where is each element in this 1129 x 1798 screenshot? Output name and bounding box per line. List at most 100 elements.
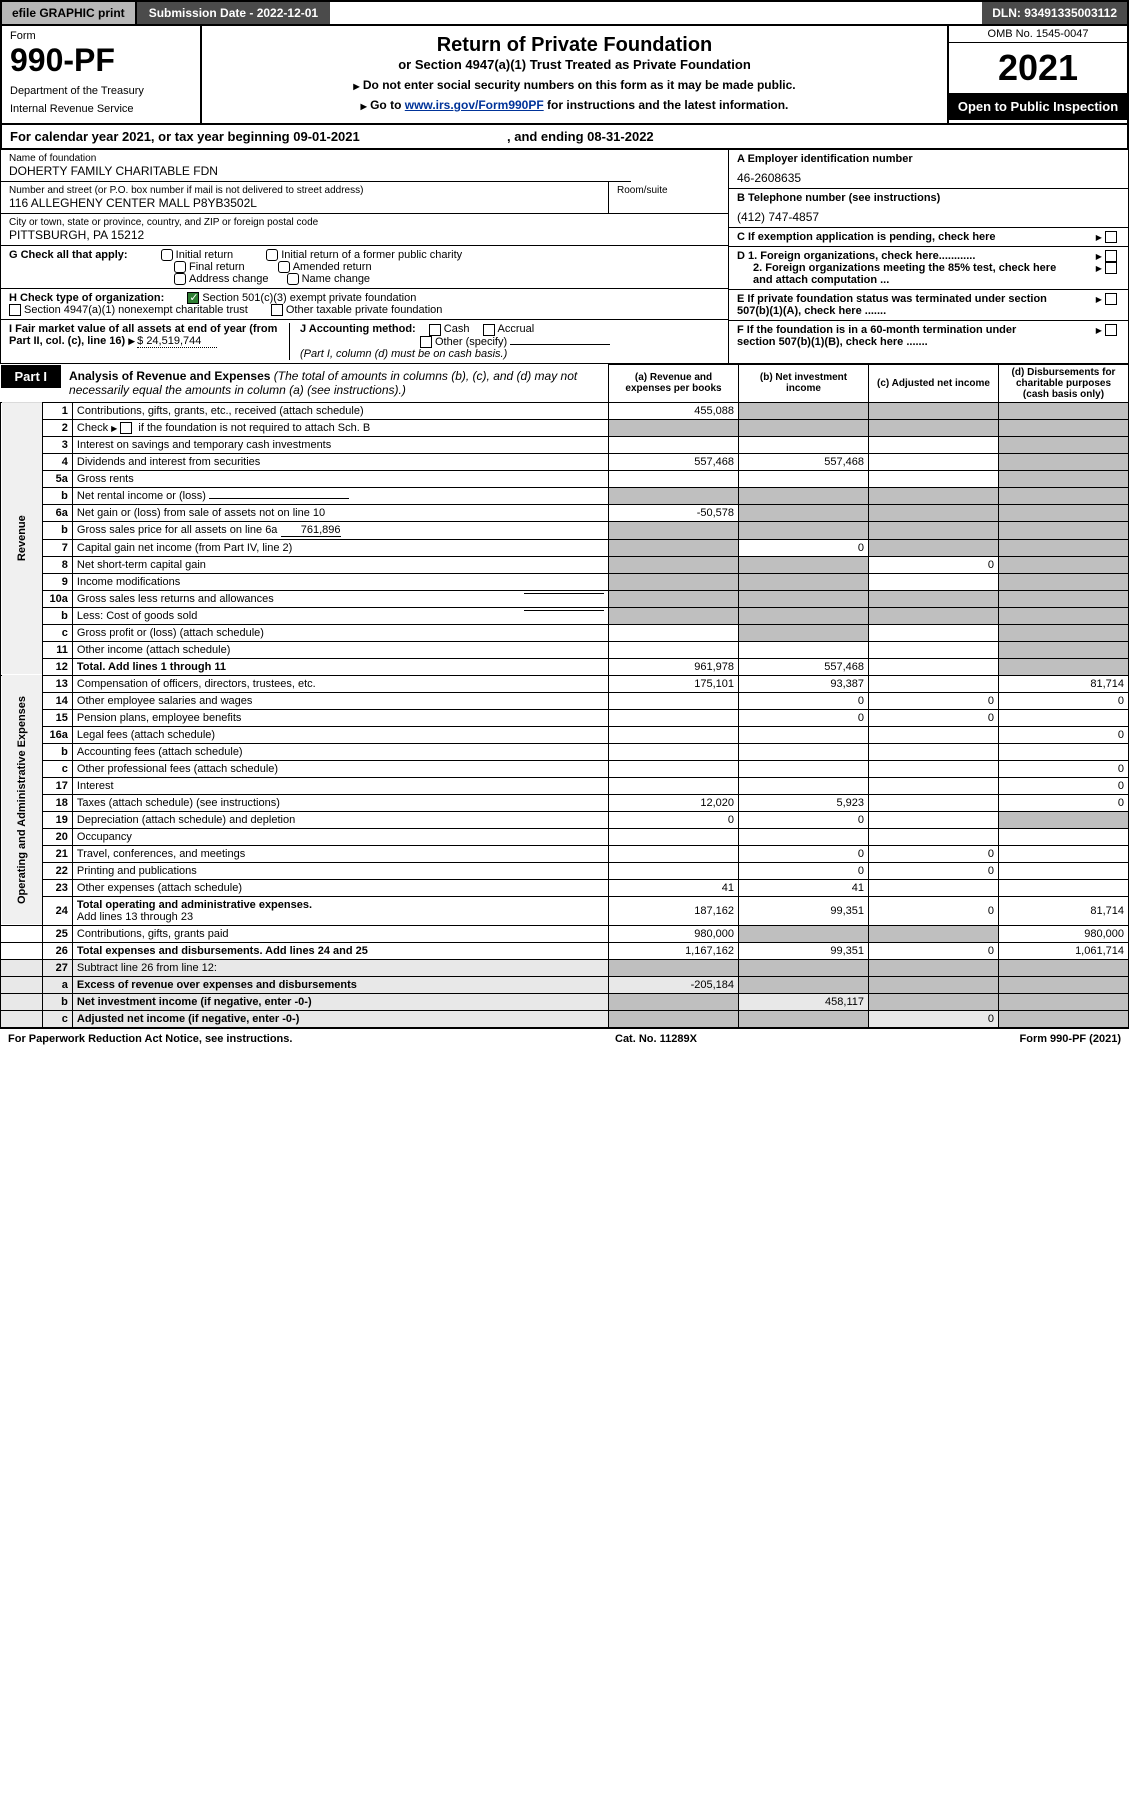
name-change-check[interactable] — [287, 273, 299, 285]
form-number: 990-PF — [10, 42, 192, 79]
row-27c: cAdjusted net income (if negative, enter… — [1, 1010, 1129, 1027]
row-16a: 16aLegal fees (attach schedule)0 — [1, 726, 1129, 743]
row-18: 18Taxes (attach schedule) (see instructi… — [1, 794, 1129, 811]
dln-label: DLN: 93491335003112 — [982, 2, 1127, 24]
initial-return-check[interactable] — [161, 249, 173, 261]
submission-date: Submission Date - 2022-12-01 — [137, 2, 330, 24]
amended-return-check[interactable] — [278, 261, 290, 273]
note-goto-pre: Go to — [370, 98, 405, 112]
note-goto-post: for instructions and the latest informat… — [544, 98, 789, 112]
row-16b: bAccounting fees (attach schedule) — [1, 743, 1129, 760]
part1-table: Part I Analysis of Revenue and Expenses … — [0, 364, 1129, 1028]
irs-link[interactable]: www.irs.gov/Form990PF — [405, 98, 544, 112]
initial-former-check[interactable] — [266, 249, 278, 261]
phone-value: (412) 747-4857 — [737, 204, 1120, 224]
schb-check[interactable] — [120, 422, 132, 434]
row-8: 8Net short-term capital gain0 — [1, 556, 1129, 573]
d1-check[interactable] — [1105, 250, 1117, 262]
name-label: Name of foundation — [9, 153, 623, 164]
row-12: 12Total. Add lines 1 through 11961,97855… — [1, 658, 1129, 675]
row-23: 23Other expenses (attach schedule)4141 — [1, 879, 1129, 896]
row-10a: 10aGross sales less returns and allowanc… — [1, 590, 1129, 607]
f-label: F If the foundation is in a 60-month ter… — [737, 324, 1057, 348]
accrual-check[interactable] — [483, 324, 495, 336]
row-19: 19Depreciation (attach schedule) and dep… — [1, 811, 1129, 828]
row-17: 17Interest0 — [1, 777, 1129, 794]
b-phone-label: B Telephone number (see instructions) — [737, 192, 1120, 204]
row-13: Operating and Administrative Expenses 13… — [1, 675, 1129, 692]
revenue-label: Revenue — [1, 402, 43, 675]
part1-title: Analysis of Revenue and Expenses — [69, 369, 270, 383]
d2-check[interactable] — [1105, 262, 1117, 274]
j-label: J Accounting method: — [300, 323, 416, 335]
cat-no: Cat. No. 11289X — [615, 1033, 697, 1045]
footer: For Paperwork Reduction Act Notice, see … — [0, 1028, 1129, 1049]
row-14: 14Other employee salaries and wages000 — [1, 692, 1129, 709]
room-label: Room/suite — [617, 185, 720, 196]
col-a-header: (a) Revenue and expenses per books — [609, 364, 739, 402]
line6b-value: 761,896 — [281, 524, 341, 537]
fmv-value: $ 24,519,744 — [137, 335, 217, 348]
form-label: Form — [10, 30, 192, 42]
row-21: 21Travel, conferences, and meetings00 — [1, 845, 1129, 862]
dept-label: Department of the Treasury — [10, 85, 192, 97]
f-check[interactable] — [1105, 324, 1117, 336]
addr-label: Number and street (or P.O. box number if… — [9, 185, 600, 196]
row-24: 24Total operating and administrative exp… — [1, 896, 1129, 925]
final-return-check[interactable] — [174, 261, 186, 273]
street-address: 116 ALLEGHENY CENTER MALL P8YB3502L — [9, 196, 600, 210]
row-27: 27Subtract line 26 from line 12: — [1, 959, 1129, 976]
open-inspection: Open to Public Inspection — [949, 93, 1127, 120]
col-c-header: (c) Adjusted net income — [869, 364, 999, 402]
row-1: Revenue 1Contributions, gifts, grants, e… — [1, 402, 1129, 419]
form-header: Form 990-PF Department of the Treasury I… — [0, 26, 1129, 125]
calendar-year-bar: For calendar year 2021, or tax year begi… — [0, 125, 1129, 150]
row-7: 7Capital gain net income (from Part IV, … — [1, 539, 1129, 556]
form-title: Return of Private Foundation — [210, 34, 939, 57]
row-3: 3Interest on savings and temporary cash … — [1, 436, 1129, 453]
foundation-name: DOHERTY FAMILY CHARITABLE FDN — [9, 164, 623, 178]
g-label: G Check all that apply: — [9, 249, 128, 261]
part1-tab: Part I — [1, 365, 62, 388]
row-6a: 6aNet gain or (loss) from sale of assets… — [1, 504, 1129, 521]
row-2: 2Check if the foundation is not required… — [1, 419, 1129, 436]
city-label: City or town, state or province, country… — [9, 217, 720, 228]
efile-print-label[interactable]: efile GRAPHIC print — [2, 2, 137, 24]
4947-check[interactable] — [9, 304, 21, 316]
row-26: 26Total expenses and disbursements. Add … — [1, 942, 1129, 959]
row-5b: bNet rental income or (loss) — [1, 487, 1129, 504]
501c3-check[interactable] — [187, 292, 199, 304]
other-method-check[interactable] — [420, 336, 432, 348]
other-taxable-check[interactable] — [271, 304, 283, 316]
row-20: 20Occupancy — [1, 828, 1129, 845]
row-10c: cGross profit or (loss) (attach schedule… — [1, 624, 1129, 641]
top-bar: efile GRAPHIC print Submission Date - 20… — [0, 0, 1129, 26]
city-value: PITTSBURGH, PA 15212 — [9, 228, 720, 242]
row-11: 11Other income (attach schedule) — [1, 641, 1129, 658]
d1-label: D 1. Foreign organizations, check here..… — [737, 250, 975, 262]
row-15: 15Pension plans, employee benefits00 — [1, 709, 1129, 726]
row-4: 4Dividends and interest from securities5… — [1, 453, 1129, 470]
row-25: 25Contributions, gifts, grants paid980,0… — [1, 925, 1129, 942]
d2-label: 2. Foreign organizations meeting the 85%… — [737, 262, 1057, 286]
j-note: (Part I, column (d) must be on cash basi… — [300, 348, 507, 360]
tax-year: 2021 — [949, 43, 1127, 93]
e-check[interactable] — [1105, 293, 1117, 305]
row-5a: 5aGross rents — [1, 470, 1129, 487]
col-d-header: (d) Disbursements for charitable purpose… — [999, 364, 1129, 402]
c-check[interactable] — [1105, 231, 1117, 243]
row-22: 22Printing and publications00 — [1, 862, 1129, 879]
paperwork-notice: For Paperwork Reduction Act Notice, see … — [8, 1033, 292, 1045]
irs-label: Internal Revenue Service — [10, 103, 192, 115]
col-b-header: (b) Net investment income — [739, 364, 869, 402]
ein-value: 46-2608635 — [737, 165, 1120, 185]
omb-number: OMB No. 1545-0047 — [949, 26, 1127, 43]
address-change-check[interactable] — [174, 273, 186, 285]
a-ein-label: A Employer identification number — [737, 153, 1120, 165]
h-label: H Check type of organization: — [9, 292, 164, 304]
c-label: C If exemption application is pending, c… — [737, 231, 996, 243]
note-ssn: Do not enter social security numbers on … — [363, 78, 796, 92]
cash-check[interactable] — [429, 324, 441, 336]
row-6b: bGross sales price for all assets on lin… — [1, 521, 1129, 539]
e-label: E If private foundation status was termi… — [737, 293, 1057, 317]
